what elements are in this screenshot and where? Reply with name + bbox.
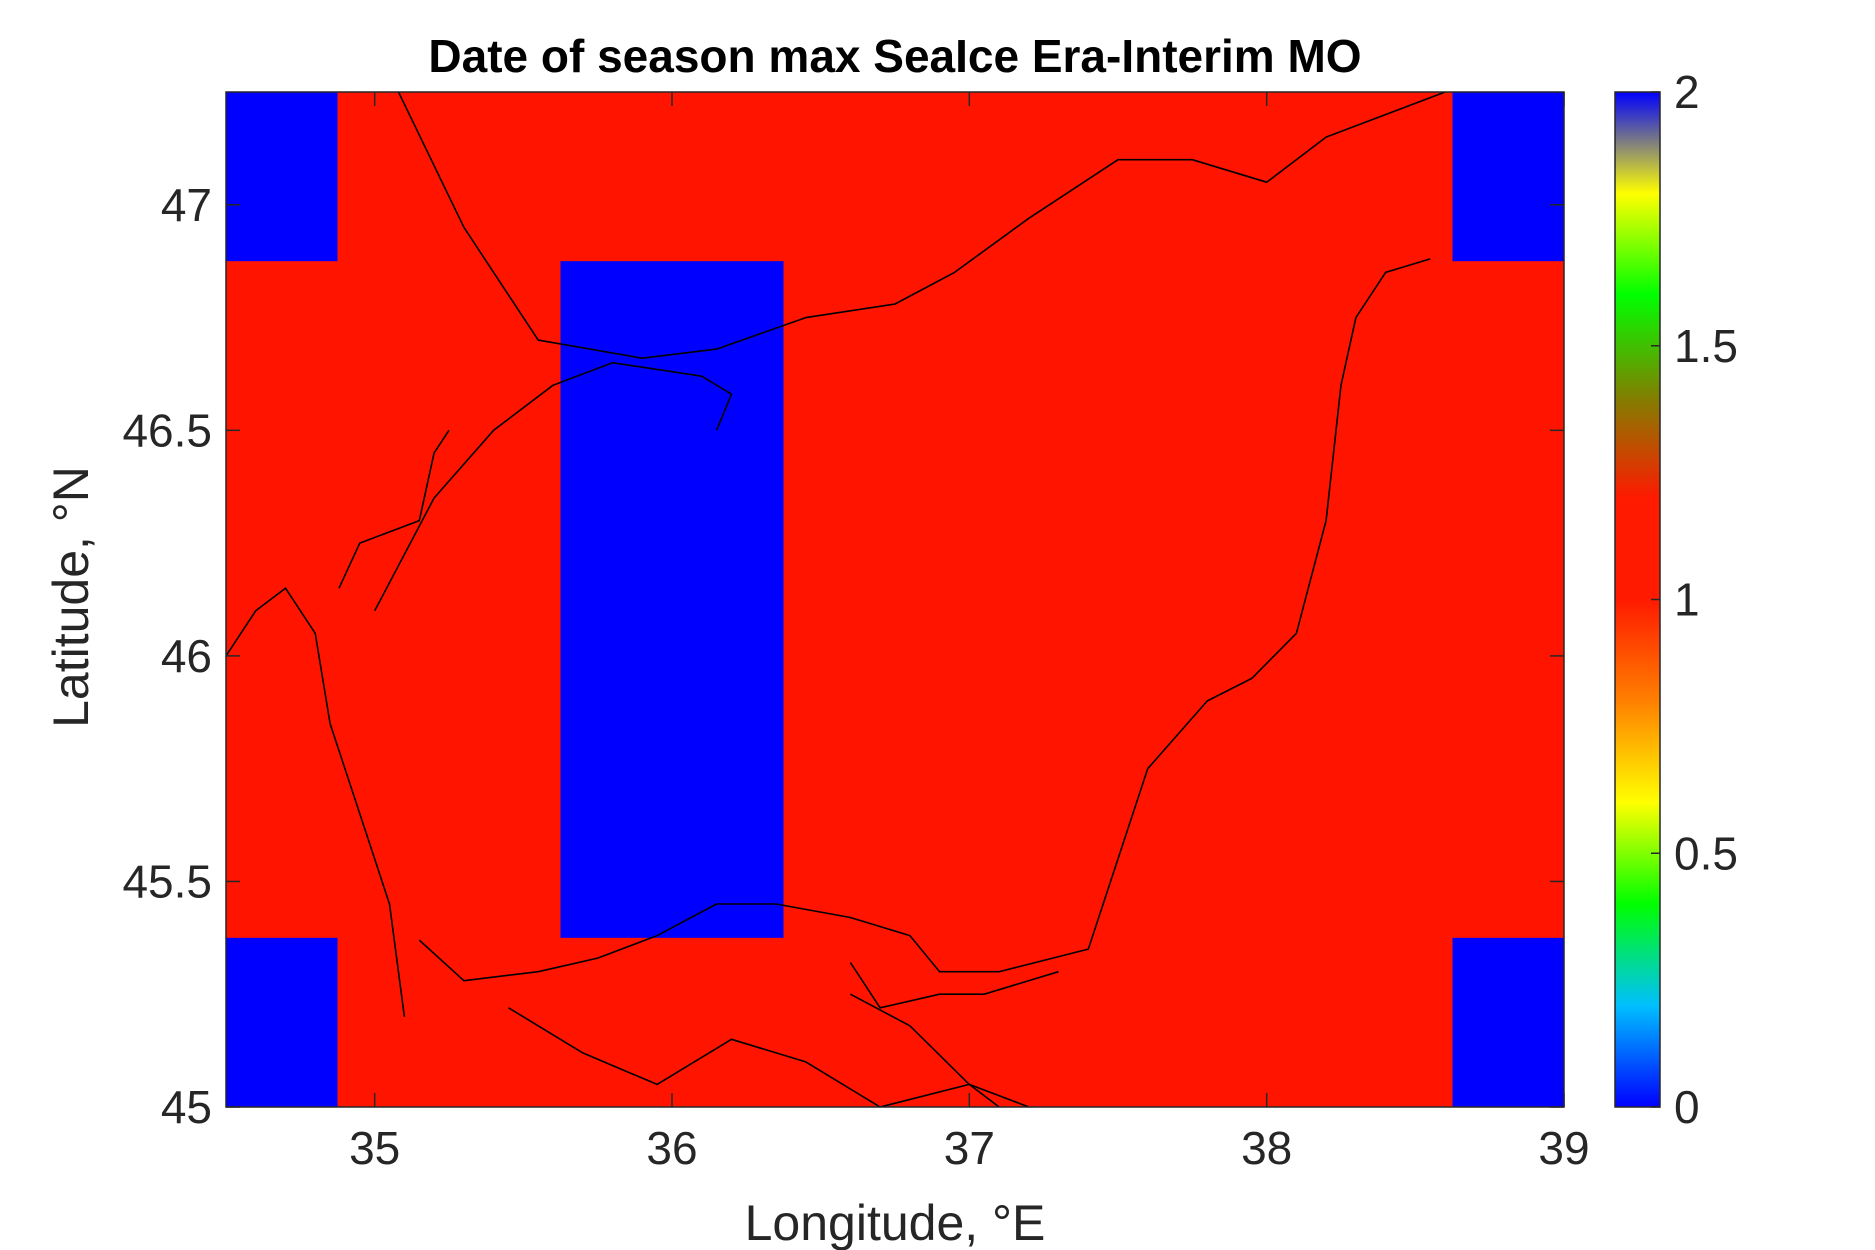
background-field xyxy=(226,92,1564,1107)
coastline-group xyxy=(226,92,1446,1107)
y-tick-label: 45 xyxy=(161,1081,212,1133)
coastline-7 xyxy=(850,993,1000,1107)
y-tick-label: 45.5 xyxy=(122,855,212,907)
y-tick-label: 46.5 xyxy=(122,404,212,456)
coastline-3 xyxy=(373,361,733,612)
y-tick-label: 47 xyxy=(161,179,212,231)
coastline-4 xyxy=(338,429,450,589)
coastline-6 xyxy=(849,962,1059,1009)
coastline-1 xyxy=(418,258,1431,982)
colorbar-tick-label: 1 xyxy=(1674,574,1700,626)
y-axis-label: Latitude, °N xyxy=(43,466,99,728)
colorbar: 0 0.5 1 1.5 2 xyxy=(1614,66,1738,1133)
coastline-5 xyxy=(508,1007,1030,1107)
colorbar-tick-label: 0.5 xyxy=(1674,827,1738,879)
y-tick-label: 46 xyxy=(161,630,212,682)
x-tick-label: 35 xyxy=(349,1122,400,1174)
x-tick-label: 39 xyxy=(1538,1122,1589,1174)
x-tick-label: 38 xyxy=(1241,1122,1292,1174)
chart-title: Date of season max SeaIce Era-Interim MO xyxy=(428,30,1361,82)
data-cell-4 xyxy=(1452,937,1564,1107)
x-axis-label: Longitude, °E xyxy=(745,1195,1046,1250)
coastline-2 xyxy=(226,587,406,1017)
colorbar-tick-label: 2 xyxy=(1674,66,1700,118)
colorbar-tick-label: 1.5 xyxy=(1674,320,1738,372)
data-cell-0 xyxy=(226,92,338,262)
data-cell-1 xyxy=(1452,92,1564,262)
x-tick-label: 36 xyxy=(646,1122,697,1174)
x-axis: 35 36 37 38 39 xyxy=(349,92,1590,1174)
coastline-0 xyxy=(397,92,1446,360)
plot-frame xyxy=(225,91,1565,1108)
data-cell-3 xyxy=(226,937,338,1107)
x-tick-label: 37 xyxy=(944,1122,995,1174)
plot-area xyxy=(225,91,1565,1108)
y-axis: 45 45.5 46 46.5 47 xyxy=(122,179,1564,1133)
colorbar-tick-label: 0 xyxy=(1674,1081,1700,1133)
data-cell-2 xyxy=(560,261,784,938)
